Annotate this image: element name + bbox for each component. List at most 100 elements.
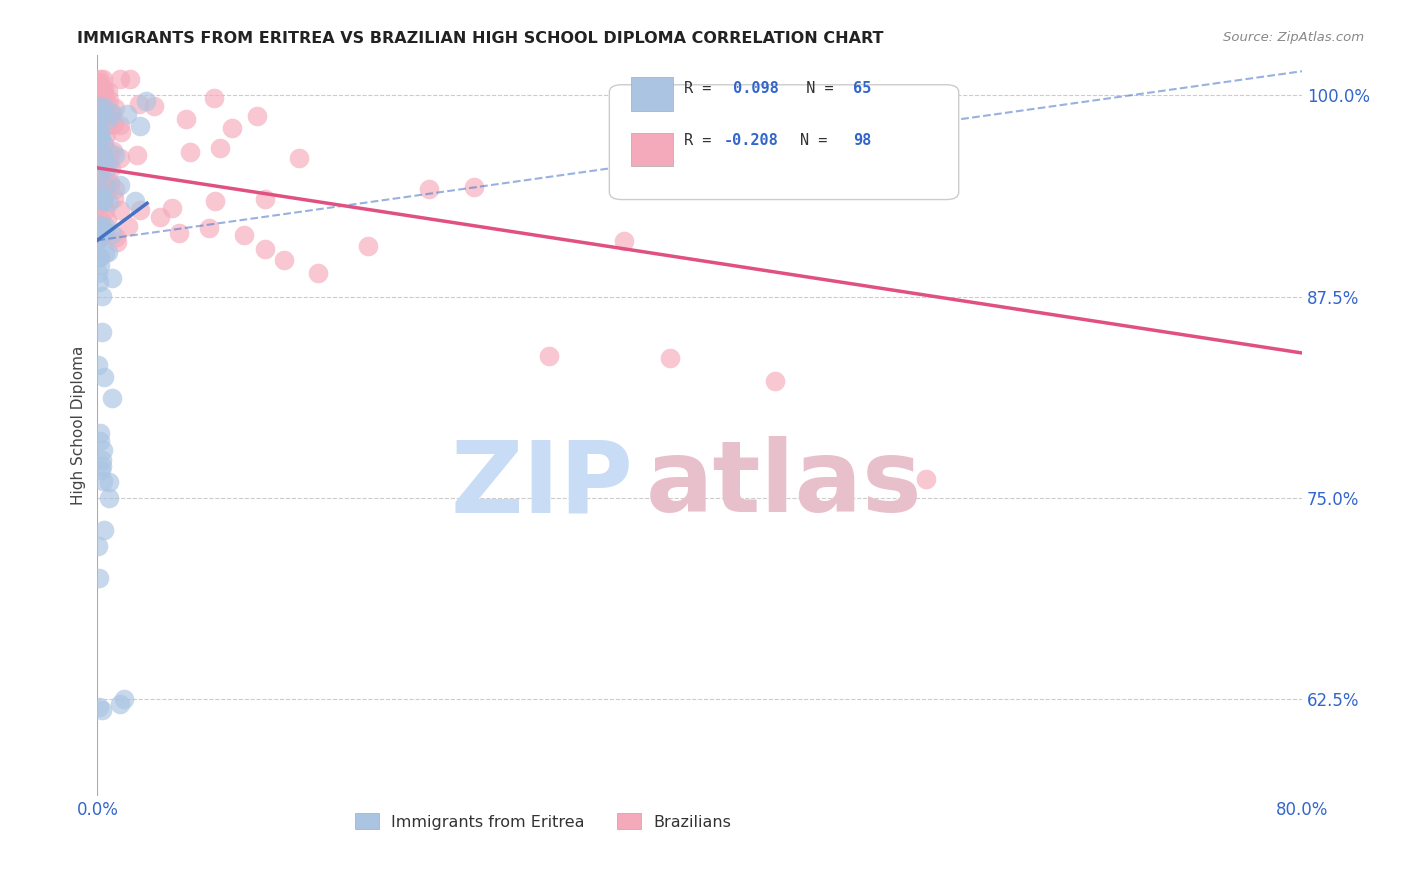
Point [94,94,117,108]
Point [87,95,110,109]
Text: N =: N = [787,81,842,96]
Point [90,228,112,243]
Point [89,426,111,441]
Point [90,214,112,228]
Point [89,226,111,240]
Point [104,148,127,162]
Point [128,96,150,111]
Point [94,153,117,168]
Point [160,202,183,216]
Point [97,244,120,259]
Point [93,136,115,151]
Point [90,79,112,94]
Point [90,220,112,235]
Point [87,700,110,714]
Point [93,82,115,96]
Point [94,187,117,202]
Point [94,128,117,142]
Point [89,434,111,448]
Point [93,523,115,537]
Point [129,203,152,218]
Point [307,266,329,280]
Point [87,132,110,146]
Point [538,349,561,363]
Point [87,232,110,246]
Point [143,99,166,113]
Point [90,186,112,200]
Point [98,195,121,210]
Point [89,147,111,161]
Point [98,145,121,160]
Point [87,134,110,148]
Point [89,149,111,163]
FancyBboxPatch shape [631,133,673,166]
Y-axis label: High School Diploma: High School Diploma [72,346,86,505]
Point [613,234,636,248]
Point [91,227,114,242]
Point [221,120,243,135]
Point [87,120,110,134]
Point [105,229,128,244]
Point [204,194,226,208]
Point [87,266,110,280]
Point [288,152,311,166]
Point [114,692,136,706]
Point [89,103,111,118]
Point [91,196,114,211]
Point [273,252,295,267]
Point [103,117,125,131]
Point [197,220,219,235]
Point [418,182,440,196]
Point [105,235,128,250]
Legend: Immigrants from Eritrea, Brazilians: Immigrants from Eritrea, Brazilians [349,806,738,836]
FancyBboxPatch shape [609,85,959,200]
FancyBboxPatch shape [631,78,673,111]
Point [98,153,121,168]
Point [98,176,121,190]
Point [87,156,110,170]
Point [118,72,141,87]
Point [94,224,117,238]
Point [128,120,150,134]
Point [91,326,114,340]
Text: R =: R = [685,81,720,96]
Point [89,72,111,87]
Text: -0.208: -0.208 [724,133,779,148]
Point [89,125,111,139]
Point [94,246,117,260]
Point [93,202,115,217]
Point [93,100,115,114]
Point [94,119,117,133]
Point [89,226,111,240]
Point [658,351,681,365]
Point [763,374,786,388]
Point [209,140,232,154]
Point [87,182,110,196]
Point [89,133,111,147]
Point [98,491,121,505]
Point [89,165,111,179]
Point [108,118,131,132]
Point [96,102,118,116]
Point [90,224,112,238]
Point [179,145,201,160]
Point [98,177,121,191]
Point [91,72,114,87]
Point [91,137,114,152]
Point [96,161,118,176]
Point [125,147,148,161]
Point [87,156,110,170]
Point [87,218,110,232]
Point [89,76,111,90]
Point [110,697,132,711]
Point [97,84,120,98]
Point [87,232,110,246]
Point [98,106,121,120]
Point [101,144,124,158]
Point [253,192,276,206]
Point [91,474,114,488]
Point [87,162,110,177]
Point [135,94,157,108]
Point [100,161,122,175]
Point [93,178,115,193]
